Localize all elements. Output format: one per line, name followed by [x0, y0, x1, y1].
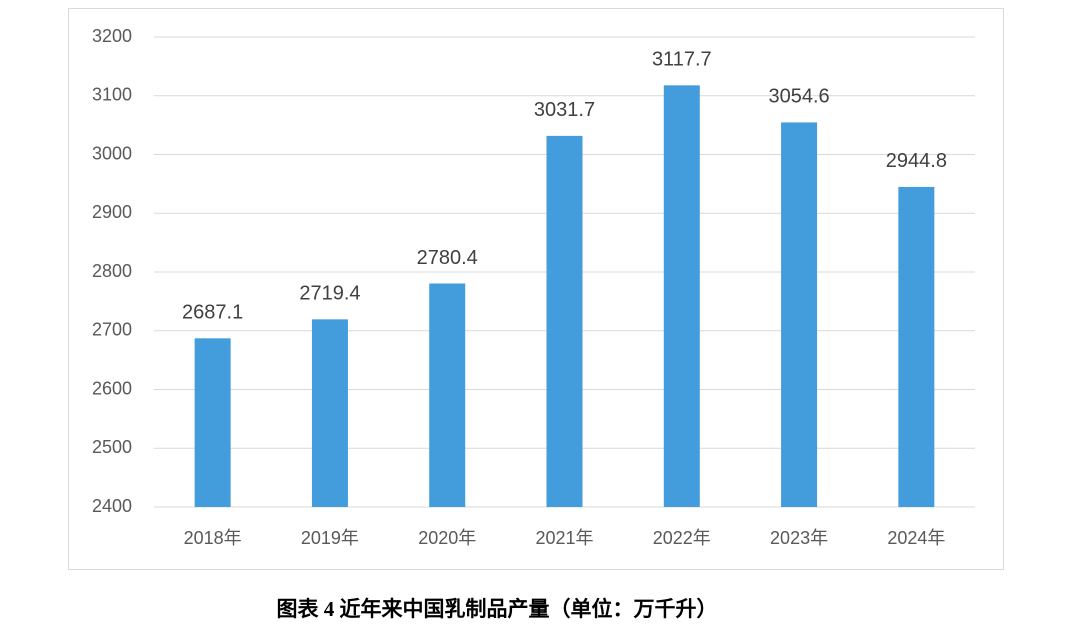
x-tick-label: 2022年 — [653, 528, 711, 548]
data-label: 2719.4 — [299, 283, 360, 305]
data-label: 2780.4 — [417, 247, 478, 269]
chart-caption: 图表 4 近年来中国乳制品产量（单位：万千升） — [277, 597, 718, 621]
data-label: 3117.7 — [652, 49, 712, 71]
y-tick-label: 2500 — [92, 437, 132, 457]
y-tick-label: 2900 — [92, 202, 132, 222]
y-tick-label: 2600 — [92, 378, 132, 398]
x-tick-label: 2024年 — [887, 528, 945, 548]
x-tick-label: 2023年 — [770, 528, 828, 548]
bar — [194, 338, 231, 507]
data-label: 2944.8 — [886, 150, 947, 172]
x-tick-label: 2019年 — [301, 528, 359, 548]
x-tick-label: 2021年 — [535, 528, 593, 548]
bar — [781, 122, 818, 508]
data-label: 3054.6 — [768, 86, 829, 108]
y-tick-label: 3000 — [92, 143, 132, 163]
bar — [898, 186, 935, 507]
data-label: 3031.7 — [534, 99, 595, 121]
x-tick-label: 2020年 — [418, 528, 476, 548]
bar — [429, 283, 466, 507]
y-tick-label: 2700 — [92, 320, 132, 340]
bar — [311, 319, 348, 507]
y-tick-label: 3200 — [92, 26, 132, 46]
y-tick-label: 3100 — [92, 85, 132, 105]
bar — [546, 135, 583, 507]
y-tick-label: 2800 — [92, 261, 132, 281]
bar — [663, 85, 700, 507]
x-tick-label: 2018年 — [184, 528, 242, 548]
y-tick-label: 2400 — [92, 496, 132, 516]
data-label: 2687.1 — [182, 302, 243, 324]
